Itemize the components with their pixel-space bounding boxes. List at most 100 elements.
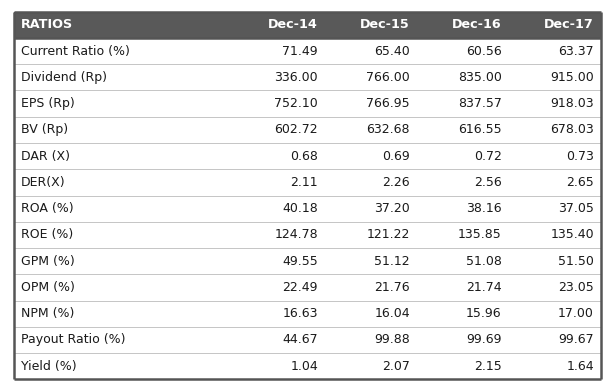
Bar: [326, 248, 418, 274]
Bar: [234, 38, 326, 64]
Text: 38.16: 38.16: [466, 202, 501, 215]
Text: RATIOS: RATIOS: [21, 18, 73, 31]
Bar: [418, 38, 509, 64]
Text: Yield (%): Yield (%): [21, 360, 77, 373]
Text: NPM (%): NPM (%): [21, 307, 74, 320]
Text: 632.68: 632.68: [367, 124, 410, 136]
Bar: [418, 248, 509, 274]
Text: 22.49: 22.49: [282, 281, 318, 294]
Text: Current Ratio (%): Current Ratio (%): [21, 45, 130, 57]
Text: 837.57: 837.57: [458, 97, 501, 110]
Text: 918.03: 918.03: [550, 97, 594, 110]
Bar: [326, 353, 418, 379]
Text: 336.00: 336.00: [274, 71, 318, 84]
Text: 766.95: 766.95: [366, 97, 410, 110]
Text: 2.11: 2.11: [290, 176, 318, 189]
Text: 60.56: 60.56: [466, 45, 501, 57]
Text: Dec-14: Dec-14: [268, 18, 318, 31]
Bar: [14, 327, 234, 353]
Bar: [509, 169, 601, 196]
Text: 2.56: 2.56: [474, 176, 501, 189]
Bar: [14, 143, 234, 169]
Text: 915.00: 915.00: [550, 71, 594, 84]
Text: 0.73: 0.73: [566, 150, 594, 163]
Text: 71.49: 71.49: [282, 45, 318, 57]
Bar: [326, 64, 418, 90]
Bar: [234, 196, 326, 222]
Text: 766.00: 766.00: [366, 71, 410, 84]
Bar: [509, 143, 601, 169]
Text: 2.65: 2.65: [566, 176, 594, 189]
Text: 0.72: 0.72: [474, 150, 501, 163]
Bar: [418, 169, 509, 196]
Text: 16.63: 16.63: [282, 307, 318, 320]
Text: 99.69: 99.69: [466, 334, 501, 346]
Bar: [418, 301, 509, 327]
Text: 49.55: 49.55: [282, 255, 318, 267]
Bar: [14, 117, 234, 143]
Bar: [234, 248, 326, 274]
Bar: [418, 64, 509, 90]
Bar: [14, 248, 234, 274]
Text: 752.10: 752.10: [274, 97, 318, 110]
Bar: [326, 38, 418, 64]
Text: Dividend (Rp): Dividend (Rp): [21, 71, 107, 84]
Text: BV (Rp): BV (Rp): [21, 124, 68, 136]
Bar: [509, 196, 601, 222]
Text: 16.04: 16.04: [374, 307, 410, 320]
Bar: [509, 353, 601, 379]
Bar: [418, 327, 509, 353]
Text: 135.40: 135.40: [550, 228, 594, 241]
Text: 0.69: 0.69: [382, 150, 410, 163]
Text: 0.68: 0.68: [290, 150, 318, 163]
Bar: [509, 301, 601, 327]
Bar: [234, 274, 326, 301]
Text: 40.18: 40.18: [282, 202, 318, 215]
Bar: [509, 38, 601, 64]
Text: 44.67: 44.67: [282, 334, 318, 346]
Text: 51.12: 51.12: [374, 255, 410, 267]
Bar: [418, 117, 509, 143]
Text: ROE (%): ROE (%): [21, 228, 73, 241]
Text: 1.64: 1.64: [566, 360, 594, 373]
Text: 51.50: 51.50: [558, 255, 594, 267]
Bar: [234, 117, 326, 143]
Bar: [234, 90, 326, 117]
Bar: [234, 222, 326, 248]
Bar: [234, 327, 326, 353]
Bar: [326, 143, 418, 169]
Text: Payout Ratio (%): Payout Ratio (%): [21, 334, 125, 346]
Text: Dec-15: Dec-15: [360, 18, 410, 31]
Text: 678.03: 678.03: [550, 124, 594, 136]
Bar: [418, 274, 509, 301]
Bar: [234, 12, 326, 38]
Text: GPM (%): GPM (%): [21, 255, 75, 267]
Bar: [14, 301, 234, 327]
Text: Dec-16: Dec-16: [452, 18, 501, 31]
Bar: [509, 117, 601, 143]
Text: 21.76: 21.76: [374, 281, 410, 294]
Bar: [326, 196, 418, 222]
Text: 835.00: 835.00: [458, 71, 501, 84]
Bar: [14, 12, 234, 38]
Bar: [14, 38, 234, 64]
Bar: [234, 169, 326, 196]
Bar: [509, 327, 601, 353]
Text: DAR (X): DAR (X): [21, 150, 70, 163]
Text: DER(X): DER(X): [21, 176, 66, 189]
Text: 15.96: 15.96: [466, 307, 501, 320]
Bar: [326, 274, 418, 301]
Text: 2.26: 2.26: [382, 176, 410, 189]
Text: 65.40: 65.40: [374, 45, 410, 57]
Bar: [14, 90, 234, 117]
Bar: [326, 117, 418, 143]
Text: 121.22: 121.22: [367, 228, 410, 241]
Bar: [418, 222, 509, 248]
Bar: [326, 169, 418, 196]
Text: 51.08: 51.08: [466, 255, 501, 267]
Bar: [418, 143, 509, 169]
Bar: [14, 353, 234, 379]
Bar: [14, 222, 234, 248]
Text: 616.55: 616.55: [458, 124, 501, 136]
Bar: [418, 353, 509, 379]
